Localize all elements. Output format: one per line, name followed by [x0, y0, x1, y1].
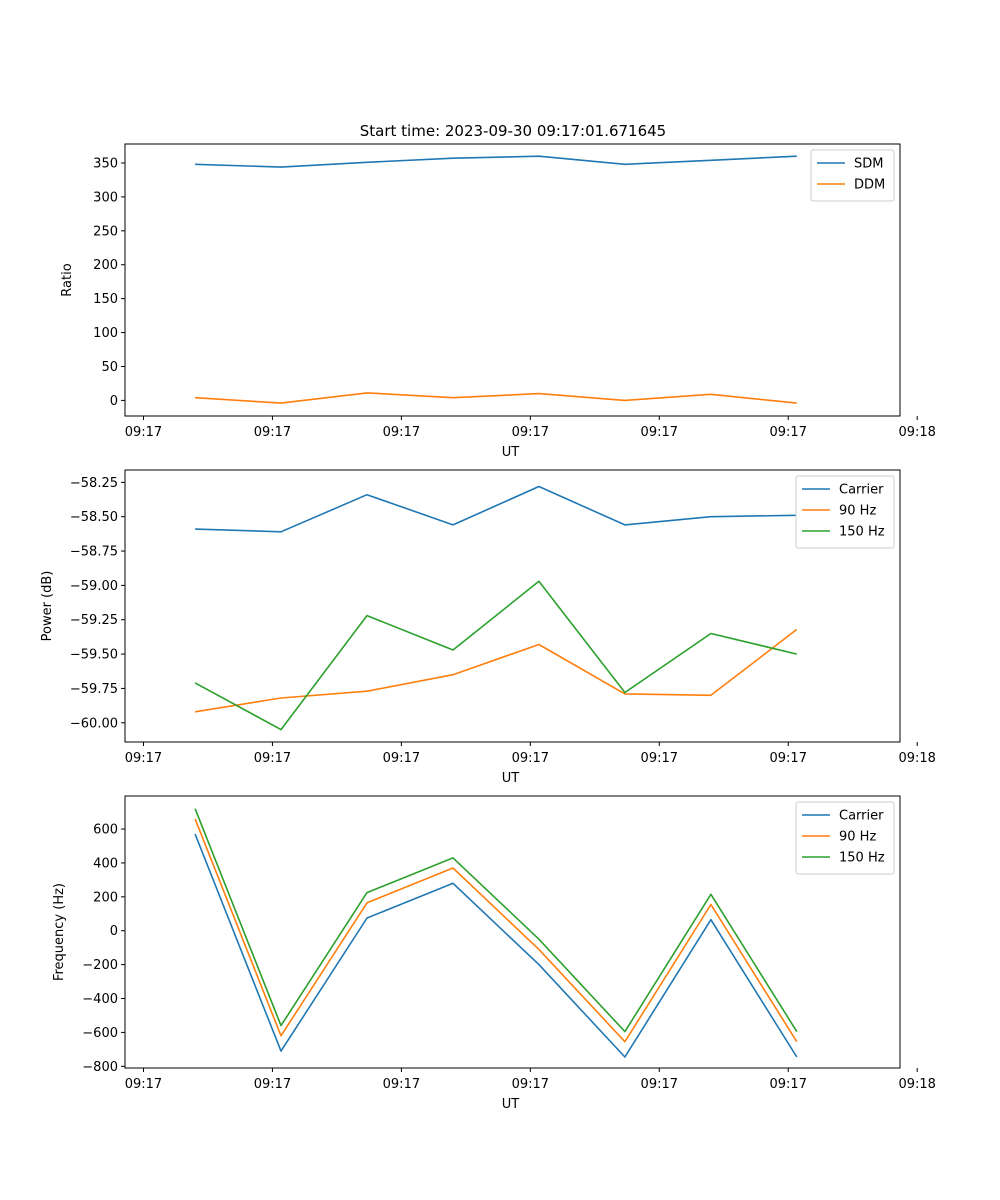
x-tick-label: 09:17 [641, 751, 678, 766]
legend-label: DDM [854, 178, 885, 193]
y-tick-label: 100 [93, 326, 118, 341]
legend: Carrier 90 Hz 150 Hz [795, 475, 895, 549]
chart-panels: 0 50 100 150 200 250 300 350 09:17 09:17 09:17 09:1… [40, 143, 936, 1112]
x-tick-label: 09:17 [125, 751, 162, 766]
y-tick-label: −400 [82, 992, 118, 1007]
y-tick-label: −800 [82, 1060, 118, 1075]
y-tick-label: −59.00 [70, 579, 118, 594]
y-tick-label: −59.25 [70, 613, 118, 628]
x-tick-label: 09:18 [898, 751, 935, 766]
chart-panel-3: −800 −600 −400 −200 0 200 400 600 09:17 09:17 09:1… [52, 795, 936, 1112]
series-line-90-hz [194, 628, 798, 713]
plot-frame [124, 795, 901, 1069]
x-tick-label: 09:17 [641, 1077, 678, 1092]
legend-label: SDM [854, 157, 883, 172]
series-line-carrier [194, 833, 798, 1058]
series-line-150-hz [194, 808, 798, 1033]
legend-box [795, 801, 895, 875]
series-line-carrier [195, 485, 797, 533]
x-tick-label: 09:18 [898, 425, 935, 440]
x-axis-label: UT [502, 445, 520, 460]
series-line-90-hz [194, 818, 798, 1043]
y-tick-label: 600 [93, 823, 118, 838]
x-tick-label: 09:17 [770, 1077, 807, 1092]
x-tick-label: 09:17 [254, 751, 291, 766]
series-line-ddm [195, 392, 797, 404]
x-axis-label: UT [502, 1097, 520, 1112]
x-tick-label: 09:17 [512, 425, 549, 440]
legend: SDM DDM [810, 149, 895, 202]
y-tick-label: −59.50 [70, 648, 118, 663]
series-line-sdm [195, 155, 797, 168]
y-tick-label: 0 [110, 924, 118, 939]
x-axis-label: UT [502, 771, 520, 786]
y-tick-label: −58.75 [70, 545, 118, 560]
plot-frame [124, 143, 901, 417]
x-tick-label: 09:18 [898, 1077, 935, 1092]
y-tick-label: −58.25 [70, 476, 118, 491]
legend-label: Carrier [839, 483, 884, 498]
legend-label: 150 Hz [839, 851, 885, 866]
y-tick-label: −600 [82, 1026, 118, 1041]
y-axis-label: Power (dB) [40, 571, 55, 642]
x-tick-label: 09:17 [254, 425, 291, 440]
x-tick-label: 09:17 [254, 1077, 291, 1092]
y-tick-label: 200 [93, 890, 118, 905]
x-tick-label: 09:17 [641, 425, 678, 440]
y-axis-label: Ratio [60, 263, 75, 296]
figure-title: Start time: 2023-09-30 09:17:01.671645 [360, 122, 666, 140]
y-tick-label: 350 [93, 156, 118, 171]
y-tick-label: 150 [93, 292, 118, 307]
y-tick-label: −59.75 [70, 682, 118, 697]
chart-panel-1: 0 50 100 150 200 250 300 350 09:17 09:17 09:17 09:1… [60, 143, 936, 460]
chart-panel-2: −60.00 −59.75 −59.50 −59.25 −59.00 −58.75 −58.… [40, 469, 936, 786]
y-tick-label: 300 [93, 190, 118, 205]
y-tick-label: 250 [93, 224, 118, 239]
x-tick-label: 09:17 [512, 1077, 549, 1092]
x-tick-label: 09:17 [383, 751, 420, 766]
x-tick-label: 09:17 [383, 425, 420, 440]
y-tick-label: 200 [93, 258, 118, 273]
plot-frame [124, 469, 901, 743]
y-tick-label: 50 [101, 360, 118, 375]
legend-label: Carrier [839, 809, 884, 824]
legend-label: 150 Hz [839, 525, 885, 540]
x-tick-label: 09:17 [512, 751, 549, 766]
y-tick-label: −58.50 [70, 510, 118, 525]
y-tick-label: −200 [82, 958, 118, 973]
y-tick-label: 0 [110, 394, 118, 409]
legend-box [795, 475, 895, 549]
x-tick-label: 09:17 [383, 1077, 420, 1092]
x-tick-label: 09:17 [125, 1077, 162, 1092]
y-axis-label: Frequency (Hz) [52, 883, 67, 981]
legend-label: 90 Hz [839, 504, 876, 519]
x-tick-label: 09:17 [125, 425, 162, 440]
x-tick-label: 09:17 [770, 751, 807, 766]
x-tick-label: 09:17 [770, 425, 807, 440]
series-line-150-hz [194, 580, 797, 731]
y-tick-label: −60.00 [70, 716, 118, 731]
legend: Carrier 90 Hz 150 Hz [795, 801, 895, 875]
legend-label: 90 Hz [839, 830, 876, 845]
y-tick-label: 400 [93, 856, 118, 871]
